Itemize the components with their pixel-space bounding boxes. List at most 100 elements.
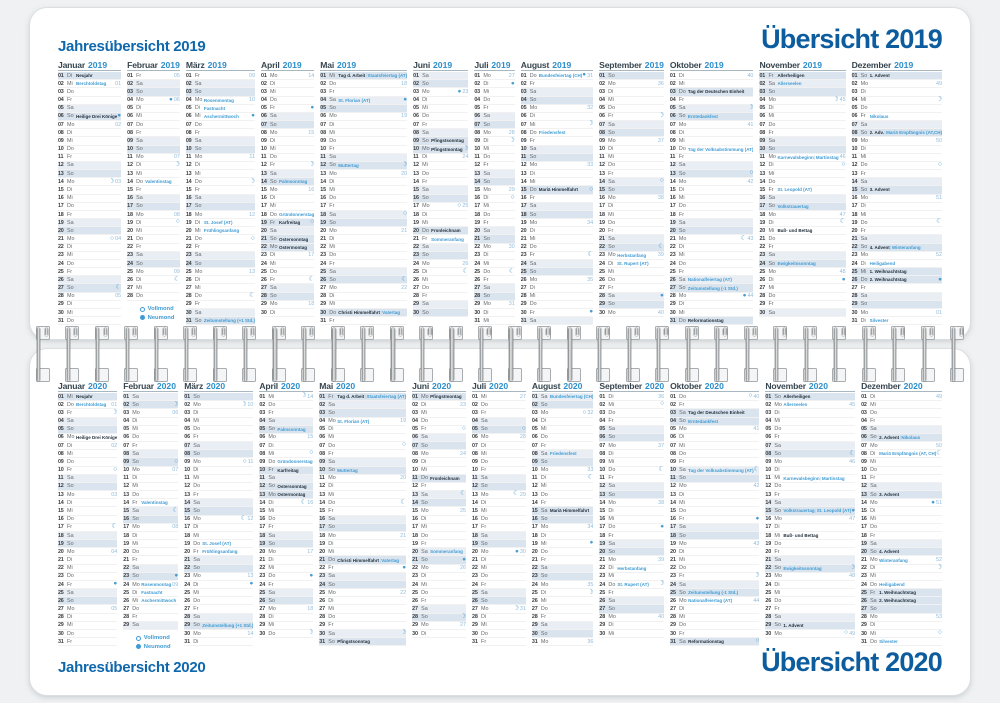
day-row: 18 Mo 08 xyxy=(127,211,180,220)
day-number: 17 xyxy=(520,203,527,210)
day-number: 12 xyxy=(861,483,867,490)
day-row: 05 Mi xyxy=(531,426,594,434)
day-row: 28 Mo 40 xyxy=(599,614,665,622)
month-year: 2019 xyxy=(207,60,227,70)
day-row-right: 26 xyxy=(461,261,468,267)
day-number: 12 xyxy=(123,483,129,490)
day-row: 15 Mi xyxy=(320,186,408,195)
week-number: 35 xyxy=(587,276,594,283)
week-number: 40 xyxy=(747,72,754,79)
day-number: 10 xyxy=(472,467,478,474)
day-row-right: ● xyxy=(660,523,664,530)
month-year: 2020 xyxy=(432,381,452,391)
first-quarter-moon-icon: ☽ xyxy=(300,392,307,400)
holiday-label: Berchtoldstag xyxy=(76,81,107,87)
day-row: 18 Do xyxy=(412,532,467,541)
day-number: 23 xyxy=(599,573,606,580)
weekday-label: So xyxy=(132,516,139,523)
weekday-label: Mi xyxy=(678,309,685,316)
weekday-label: Mi xyxy=(481,393,487,400)
day-number: 10 xyxy=(520,146,527,153)
week-number: 02 xyxy=(115,121,122,128)
day-row: 04 Mo ● 06 xyxy=(127,96,180,105)
weekday-label: So xyxy=(679,532,686,539)
day-row: 27 Mo 18 xyxy=(259,605,314,614)
weekday-label: Sa xyxy=(678,276,686,283)
day-number: 26 xyxy=(413,276,419,283)
day-number: 07 xyxy=(320,121,326,128)
day-row: 09 Fr xyxy=(670,458,760,467)
day-row: 17 Di xyxy=(851,203,942,211)
weekday-label: Di xyxy=(483,195,489,202)
page-title-large-2020: Übersicht 2020 xyxy=(761,647,943,677)
new-moon-legend-label: Neumond xyxy=(147,314,175,321)
day-number: 19 xyxy=(851,219,858,226)
weekday-label: Sa xyxy=(860,121,868,128)
month-header: Dezember 2020 xyxy=(861,379,942,392)
day-number: 24 xyxy=(127,260,133,267)
day-number: 11 xyxy=(759,154,765,161)
day-number: 20 xyxy=(670,548,676,555)
weekday-label: Fr xyxy=(136,244,142,251)
holiday-label: Tag der Volksabstimmung (AT) xyxy=(687,146,754,152)
weekday-label: Mo xyxy=(328,418,336,425)
weekday-label: Mi xyxy=(193,532,199,539)
day-number: 03 xyxy=(599,409,606,416)
day-number: 27 xyxy=(599,285,605,292)
day-number: 18 xyxy=(472,532,478,539)
day-number: 18 xyxy=(185,211,192,218)
day-row: 08 Mi xyxy=(472,450,526,459)
weekday-label: Fr xyxy=(67,638,73,645)
weekday-label: Sa xyxy=(422,129,429,136)
weekday-label: Mo xyxy=(421,565,429,572)
day-row: 21 Di xyxy=(320,235,408,244)
weekday-label: Mi xyxy=(870,401,876,408)
weekday-label: Sa xyxy=(67,276,74,283)
new-moon-icon: ● xyxy=(589,308,594,316)
day-row: 04 Di xyxy=(413,97,469,105)
weekday-label: Mo xyxy=(529,162,538,169)
holiday-label: Ostersonntag xyxy=(277,483,307,489)
weekday-label: So xyxy=(608,244,615,251)
weekday-label: Fr xyxy=(270,162,276,169)
weekday-label: Sa xyxy=(194,252,202,259)
day-row: 27 Mo ☽ 31 xyxy=(472,605,526,614)
weekday-label: Fr xyxy=(270,105,276,112)
day-number: 13 xyxy=(520,170,527,177)
weekday-label: Sa xyxy=(421,606,428,613)
day-row: 09 So xyxy=(531,458,594,467)
weekday-label: Do xyxy=(679,565,687,572)
day-number: 22 xyxy=(520,244,527,251)
month-rows: 01 Mo 14 02 Di 03 Mi 04 Do 05 Fr ● 06 Sa 07 So 08 Mo 15 09 D… xyxy=(261,72,315,318)
day-row: 25 Mo 09 xyxy=(127,268,180,277)
day-number: 24 xyxy=(58,260,64,267)
holiday-separator: | xyxy=(815,508,817,514)
weekday-label: Fr xyxy=(67,581,73,588)
day-row: 06 Mo Heilige Drei Könige xyxy=(58,434,118,443)
day-number: 02 xyxy=(669,80,676,87)
weekday-label: Di xyxy=(422,97,428,104)
day-row: 14 Sa xyxy=(765,499,856,508)
weekday-label: Fr xyxy=(608,418,614,425)
day-number: 22 xyxy=(861,565,867,572)
last-quarter-moon-icon: ☾ xyxy=(249,292,256,300)
weekday-label: Fr xyxy=(328,450,334,457)
day-number: 31 xyxy=(531,638,538,645)
binding-wire xyxy=(804,327,808,381)
full-moon-icon: ○ xyxy=(250,234,256,242)
month-rows: 01 Sa 02 So ☽ 03 Mo 06 04 Di 05 Mi 06 Do 07 Fr 08 Sa 09 So ○… xyxy=(123,393,179,651)
day-number: 26 xyxy=(531,597,538,604)
day-row: 02 Sa Allerseelen xyxy=(759,80,846,89)
weekday-label: Di xyxy=(678,129,685,136)
holiday-label: Palmsonntag xyxy=(277,426,306,432)
month-dezember-2020: Dezember 2020 01 Di 49 02 Mi 03 Do 04 Fr 05 Sa 06 So 2.… xyxy=(861,379,942,651)
day-row: 08 Fr xyxy=(127,129,180,138)
day-number: 28 xyxy=(759,293,766,300)
day-number: 09 xyxy=(472,458,478,465)
day-row: 15 Mo 25 xyxy=(412,507,467,516)
weekday-label: Mo xyxy=(270,129,278,136)
weekday-label: Do xyxy=(870,581,877,588)
full-moon-icon: ○ xyxy=(457,201,462,209)
day-number: 09 xyxy=(123,458,129,465)
holiday-label: Allerheiligen xyxy=(777,73,805,79)
